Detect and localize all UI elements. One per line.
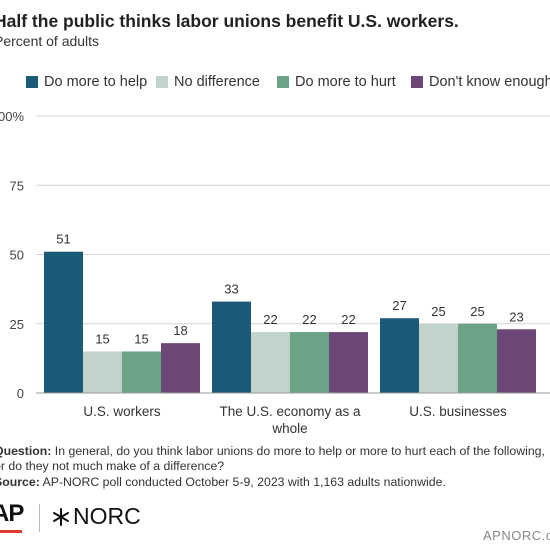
data-label: 23: [509, 309, 523, 324]
ap-logo-underline: [0, 530, 22, 533]
y-tick-label: 100%: [0, 109, 24, 124]
bar: [497, 329, 536, 393]
bar: [122, 351, 161, 393]
data-label: 22: [302, 312, 316, 327]
question-note: Question: In general, do you think labor…: [0, 444, 550, 475]
bar: [44, 251, 83, 393]
legend-item-no-difference: No difference: [156, 74, 260, 90]
data-label: 51: [56, 232, 70, 247]
bar: [212, 301, 251, 393]
chart-title: Half the public thinks labor unions bene…: [0, 11, 459, 31]
bar: [458, 323, 497, 393]
y-tick-label: 50: [10, 248, 24, 263]
norc-star-icon: [53, 507, 69, 526]
norc-logo-text: NORC: [73, 503, 141, 529]
legend-swatch: [156, 76, 168, 88]
bar: [83, 351, 122, 393]
legend-swatch: [411, 76, 423, 88]
bar: [329, 332, 368, 393]
data-label: 25: [431, 304, 445, 319]
bar: [290, 332, 329, 393]
legend-item-dont-know-enough: Don't know enough: [411, 74, 550, 90]
legend-item-do-more-to-hurt: Do more to hurt: [277, 74, 396, 90]
bar: [161, 343, 200, 393]
question-label: Question:: [0, 444, 52, 458]
site-url: APNORC.org: [483, 528, 550, 543]
x-tick-label: U.S. workers: [83, 404, 161, 419]
bar: [380, 318, 419, 393]
bar-chart: 0 25 50 75 100% 51 15 15 18 U.S. workers 33 22 22 22 T…: [0, 109, 550, 436]
data-label: 22: [263, 312, 277, 327]
data-label: 27: [392, 298, 406, 313]
question-text: In general, do you think labor unions do…: [0, 444, 545, 473]
legend-swatch: [277, 76, 289, 88]
legend-label: No difference: [174, 74, 260, 90]
legend-label: Do more to hurt: [295, 74, 396, 90]
logo-divider: [39, 504, 40, 532]
norc-logo: NORC: [52, 503, 141, 530]
source-text: AP-NORC poll conducted October 5-9, 2023…: [39, 475, 446, 489]
legend-label: Do more to help: [44, 74, 148, 90]
chart-notes: Question: In general, do you think labor…: [0, 444, 550, 490]
data-label: 33: [224, 282, 238, 297]
data-label: 15: [95, 331, 109, 346]
x-tick-label: whole: [271, 421, 307, 436]
data-label: 22: [341, 312, 355, 327]
y-tick-label: 75: [10, 178, 24, 193]
bar: [419, 323, 458, 393]
y-tick-label: 0: [17, 386, 24, 401]
ap-logo: AP: [0, 500, 24, 527]
x-tick-label: The U.S. economy as a: [219, 404, 361, 419]
legend-swatch: [26, 76, 38, 88]
x-tick-label: U.S. businesses: [409, 404, 507, 419]
data-label: 15: [134, 331, 148, 346]
legend-item-do-more-to-help: Do more to help: [26, 74, 147, 90]
y-tick-label: 25: [10, 317, 24, 332]
source-label: Source:: [0, 475, 40, 489]
data-label: 25: [470, 304, 484, 319]
chart-subtitle: Percent of adults: [0, 33, 100, 49]
data-label: 18: [173, 323, 187, 338]
legend-label: Don't know enough: [429, 74, 550, 90]
bar: [251, 332, 290, 393]
source-note: Source: AP-NORC poll conducted October 5…: [0, 475, 550, 490]
